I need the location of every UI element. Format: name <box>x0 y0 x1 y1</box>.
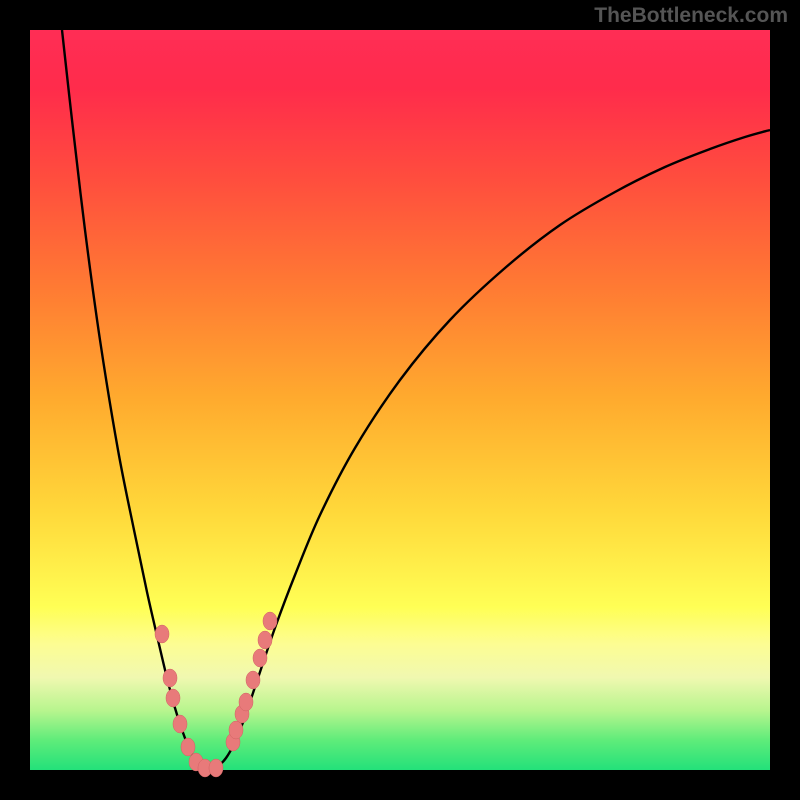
data-marker <box>253 649 267 667</box>
chart-svg <box>0 0 800 800</box>
watermark-text: TheBottleneck.com <box>594 4 788 28</box>
data-marker <box>181 738 195 756</box>
data-marker <box>173 715 187 733</box>
data-marker <box>166 689 180 707</box>
chart-background <box>30 30 770 770</box>
bottleneck-chart: TheBottleneck.com <box>0 0 800 800</box>
data-marker <box>263 612 277 630</box>
data-marker <box>163 669 177 687</box>
data-marker <box>239 693 253 711</box>
data-marker <box>155 625 169 643</box>
data-marker <box>258 631 272 649</box>
data-marker <box>246 671 260 689</box>
data-marker <box>209 759 223 777</box>
data-marker <box>229 721 243 739</box>
